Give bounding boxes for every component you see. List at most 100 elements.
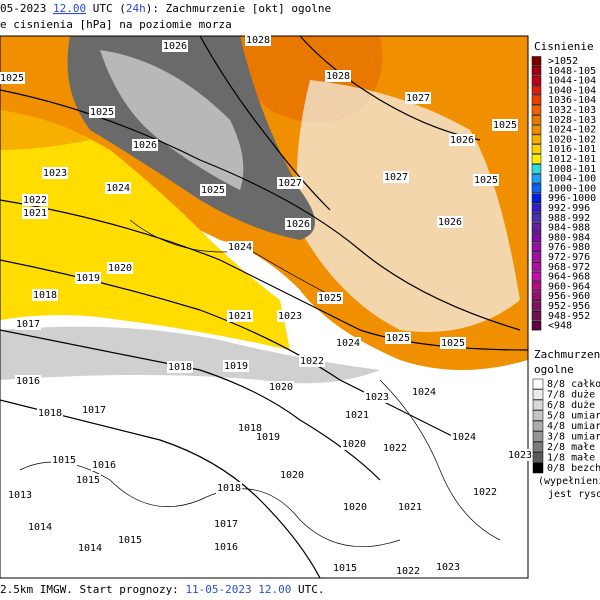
isobar-label: 1026: [133, 140, 157, 151]
isobar-label-bg: [317, 292, 343, 304]
isobar-label: 1020: [342, 439, 366, 450]
isobar-label-bg: [472, 486, 498, 498]
isobar-label: 1022: [300, 356, 324, 367]
pressure-legend-item: 996-1000: [548, 193, 596, 204]
isobar-label: 1025: [441, 338, 465, 349]
isobar-label-bg: [75, 272, 101, 284]
cloud-swatch: [532, 378, 544, 390]
isobar-label-bg: [245, 34, 271, 46]
map: [0, 35, 529, 579]
pressure-swatch: [531, 232, 542, 243]
isobar-label-bg: [42, 167, 68, 179]
pressure-legend-item: 1008-101: [548, 164, 596, 175]
isobar-label: 1023: [43, 168, 67, 179]
pressure-legend-item: 1020-102: [548, 134, 596, 145]
cloud-swatch: [532, 452, 544, 463]
isobar-label: 1020: [280, 470, 304, 481]
pressure-legend-item: 980-984: [548, 232, 590, 243]
isobar-label: 1023: [365, 392, 389, 403]
cloud-legend-item: 4/8 umiar: [547, 421, 600, 432]
isobar-label-bg: [51, 454, 77, 466]
isobar-label: 1021: [23, 208, 47, 219]
pressure-swatch: [531, 124, 542, 135]
isobar-label: 1019: [256, 432, 280, 443]
isobar-label: 1025: [386, 333, 410, 344]
pressure-swatch: [531, 252, 542, 262]
isobar-label-bg: [397, 501, 423, 513]
isobar-label: 1024: [412, 387, 436, 398]
pressure-swatch: [531, 213, 542, 223]
isobar-label-bg: [22, 207, 48, 219]
pressure-legend-item: <948: [548, 321, 572, 332]
cloud-legend-item: 2/8 małe: [547, 442, 595, 453]
isobar-label: 1016: [16, 376, 40, 387]
pressure-swatch: [531, 75, 542, 86]
isobar-label-bg: [277, 177, 303, 189]
isobar-label-bg: [105, 182, 131, 194]
pressure-legend-item: 956-960: [548, 291, 590, 302]
isobar-label-bg: [227, 241, 253, 253]
isobar-label: 1027: [278, 178, 302, 189]
pressure-legend-item: 976-980: [548, 242, 590, 253]
pressure-legend-item: 968-972: [548, 262, 590, 273]
title-time: 12.00: [53, 2, 86, 15]
isobar-label: 1026: [163, 41, 187, 52]
cloud-legend-title: ogolne: [534, 363, 574, 376]
pressure-legend-item: 1048-105: [548, 66, 596, 77]
isobar-label: 1026: [286, 219, 310, 230]
isobar-label-bg: [223, 360, 249, 372]
isobar-label: 1022: [396, 566, 420, 577]
isobar-label: 1019: [76, 273, 100, 284]
pressure-swatch: [531, 105, 542, 115]
footer: 2.5km IMGW. Start prognozy: 11-05-2023 1…: [0, 583, 325, 596]
title-line-1: 05-2023 12.00 UTC (24h): Zachmurzenie [o…: [0, 2, 331, 15]
isobar-label: 1018: [38, 408, 62, 419]
isobar-label: 1028: [246, 35, 270, 46]
isobar-label-bg: [382, 442, 408, 454]
isobar-label-bg: [342, 501, 368, 513]
pressure-legend-item: 1028-103: [548, 115, 596, 126]
title-utc: UTC (: [86, 2, 126, 15]
isobar-label-bg: [341, 438, 367, 450]
pressure-legend-item: 1024-102: [548, 125, 596, 136]
pressure-legend-item: 1044-104: [548, 76, 596, 87]
isobar-label-bg: [89, 106, 115, 118]
isobar-label: 1026: [450, 135, 474, 146]
cloud-swatch: [532, 399, 544, 411]
isobar-label-bg: [77, 542, 103, 554]
pressure-legend-item: 1032-103: [548, 105, 596, 116]
isobar-label: 1021: [228, 311, 252, 322]
cloud-legend-item: 6/8 duże: [547, 400, 595, 411]
title-line-2: e cisnienia [hPa] na poziomie morza: [0, 18, 232, 31]
isobar-label: 1016: [92, 460, 116, 471]
isobar-label-bg: [255, 431, 281, 443]
isobar-label: 1014: [78, 543, 102, 554]
isobar-label: 1017: [16, 319, 40, 330]
isobar-label: 1028: [326, 71, 350, 82]
isobar-label: 1017: [214, 519, 238, 530]
isobar-label-bg: [107, 262, 133, 274]
isobar-label-bg: [37, 407, 63, 419]
isobar-label: 1025: [0, 73, 24, 84]
isobar-label-bg: [167, 361, 193, 373]
isobar-label: 1025: [318, 293, 342, 304]
isobar-label: 1025: [201, 185, 225, 196]
isobar-label-bg: [299, 355, 325, 367]
isobar-label: 1015: [333, 563, 357, 574]
isobar-label-bg: [91, 459, 117, 471]
footer-model: 2.5km IMGW. Start prognozy:: [0, 583, 185, 596]
cloud-legend-item: 7/8 duże: [547, 390, 595, 401]
isobar-label-bg: [364, 391, 390, 403]
isobar-label: 1027: [406, 93, 430, 104]
isobar-label: 1023: [436, 562, 460, 573]
title-field: ): Zachmurzenie [okt] ogolne: [146, 2, 331, 15]
isobar-label: 1022: [473, 487, 497, 498]
cloud-swatch: [532, 389, 544, 400]
pressure-swatch: [531, 85, 542, 96]
footer-utc: UTC.: [291, 583, 324, 596]
cloud-swatch: [532, 441, 544, 453]
pressure-legend-item: 984-988: [548, 223, 590, 234]
isobar-label-bg: [279, 469, 305, 481]
pressure-swatch: [531, 144, 542, 154]
